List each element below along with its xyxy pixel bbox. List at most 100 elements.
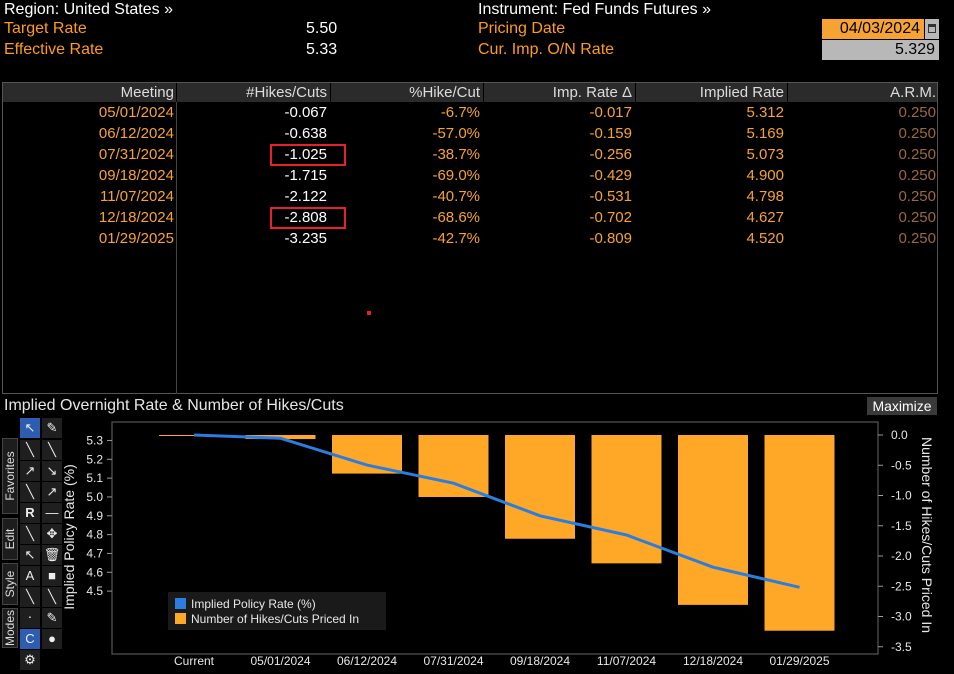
x-tick-label: 11/07/2024: [597, 654, 656, 668]
y-axis-right-label: Number of Hikes/Cuts Priced In: [919, 437, 935, 633]
text-style-icon[interactable]: A: [20, 566, 40, 586]
highlight-box: [270, 207, 346, 229]
y-right-tick-label: -1.0: [891, 489, 912, 503]
bar-hikes-cuts: [245, 435, 316, 440]
y-left-tick-label: 4.9: [86, 509, 103, 523]
trend-tool-icon[interactable]: ╲: [20, 482, 40, 502]
cell-implied-rate: 5.169: [746, 125, 784, 142]
x-tick-label: 09/18/2024: [510, 654, 570, 668]
maximize-button[interactable]: Maximize: [867, 397, 937, 415]
cell-meeting: 06/12/2024: [98, 125, 174, 142]
col-header-arm[interactable]: A.R.M.: [890, 84, 936, 101]
col-header-pct-hike-cut[interactable]: %Hike/Cut: [409, 84, 480, 101]
cell-meeting: 05/01/2024: [98, 104, 174, 121]
tab-edit[interactable]: Edit: [2, 518, 18, 560]
calendar-icon[interactable]: [925, 19, 939, 39]
cell-imp-rate-delta: -0.531: [589, 188, 632, 205]
bar-hikes-cuts: [591, 435, 662, 564]
y-left-tick-label: 4.8: [86, 528, 103, 542]
col-header-implied-rate[interactable]: Implied Rate: [699, 84, 784, 101]
cell-imp-rate-delta: -0.256: [589, 146, 632, 163]
cell-imp-rate-delta: -0.702: [589, 209, 632, 226]
cell-hikes-cuts: -3.235: [284, 230, 327, 247]
bar-hikes-cuts: [505, 435, 575, 539]
x-tick-label: 01/29/2025: [769, 654, 829, 668]
instrument-selector[interactable]: Instrument: Fed Funds Futures »: [478, 1, 711, 18]
extend-tool-icon[interactable]: ↗: [42, 482, 62, 502]
segment-tool-icon[interactable]: ╲: [42, 440, 62, 460]
bar-hikes-cuts: [418, 435, 489, 498]
y-right-tick-label: -1.5: [891, 519, 912, 533]
cell-hikes-cuts: -0.067: [284, 104, 327, 121]
horizontal-line-icon[interactable]: —: [42, 503, 62, 523]
eraser-icon[interactable]: ✎: [42, 608, 62, 628]
col-header-hikes-cuts[interactable]: #Hikes/Cuts: [246, 84, 327, 101]
cell-imp-rate-delta: -0.809: [589, 230, 632, 247]
legend-swatch-line: [175, 598, 186, 609]
effective-rate-label: Effective Rate: [4, 41, 104, 58]
y-right-tick-label: -2.0: [891, 549, 912, 563]
trash-icon[interactable]: 🗑: [42, 545, 62, 565]
cell-hikes-cuts: -1.025: [284, 146, 327, 163]
pen-icon[interactable]: ✎: [42, 418, 62, 438]
ray-tool-icon[interactable]: ↗: [20, 461, 40, 481]
line-tool-icon[interactable]: ╲: [20, 440, 40, 460]
line-color-icon[interactable]: ╲: [42, 587, 62, 607]
bar-hikes-cuts: [764, 435, 835, 631]
tab-favorites[interactable]: Favorites: [2, 438, 18, 514]
x-tick-label: 07/31/2024: [423, 654, 483, 668]
settings-gear-icon[interactable]: ⚙: [20, 650, 40, 670]
cell-arm: 0.250: [898, 188, 936, 205]
cell-arm: 0.250: [898, 230, 936, 247]
line-style-icon[interactable]: ╲: [20, 587, 40, 607]
select-move-icon[interactable]: ↖: [20, 545, 40, 565]
cell-meeting: 12/18/2024: [98, 209, 174, 226]
tab-style[interactable]: Style: [2, 563, 18, 605]
magnet-icon[interactable]: C: [20, 629, 40, 649]
chart-title: Implied Overnight Rate & Number of Hikes…: [4, 397, 344, 414]
y-left-tick-label: 5.2: [86, 452, 103, 466]
y-left-tick-label: 5.0: [86, 490, 103, 504]
cell-arm: 0.250: [898, 146, 936, 163]
bar-hikes-cuts: [332, 435, 402, 474]
cell-arm: 0.250: [898, 104, 936, 121]
y-right-tick-label: -3.5: [891, 640, 912, 654]
cur-imp-rate-value: 5.329: [822, 40, 939, 60]
cell-meeting: 01/29/2025: [98, 230, 174, 247]
y-left-tick-label: 4.6: [86, 565, 103, 579]
cell-pct-hike-cut: -68.6%: [432, 209, 480, 226]
pricing-date-field[interactable]: 04/03/2024: [822, 19, 924, 39]
target-rate-label: Target Rate: [4, 20, 87, 37]
region-selector[interactable]: Region: United States »: [4, 1, 173, 18]
y-axis-left-label: Implied Policy Rate (%): [61, 464, 77, 610]
cell-imp-rate-delta: -0.017: [589, 104, 632, 121]
move-icon[interactable]: ✥: [42, 524, 62, 544]
legend-label-bar: Number of Hikes/Cuts Priced In: [191, 612, 359, 626]
x-tick-label: 05/01/2024: [250, 654, 310, 668]
retracement-icon[interactable]: R: [20, 503, 40, 523]
bar-hikes-cuts: [678, 435, 748, 605]
cell-meeting: 11/07/2024: [100, 188, 174, 205]
cell-arm: 0.250: [898, 167, 936, 184]
cell-meeting: 07/31/2024: [98, 146, 174, 163]
cell-meeting: 09/18/2024: [98, 167, 174, 184]
cell-implied-rate: 5.073: [746, 146, 784, 163]
draw-line-icon[interactable]: ╲: [20, 524, 40, 544]
arrow-tool-icon[interactable]: ↘: [42, 461, 62, 481]
y-right-tick-label: 0.0: [891, 428, 908, 442]
palette-icon[interactable]: ●: [42, 629, 62, 649]
cell-imp-rate-delta: -0.429: [589, 167, 632, 184]
col-header-imp-rate-delta[interactable]: Imp. Rate Δ: [552, 84, 632, 101]
highlighter-icon[interactable]: ⋅: [20, 608, 40, 628]
cell-implied-rate: 4.798: [746, 188, 784, 205]
tab-modes[interactable]: Modes: [2, 608, 18, 648]
color-fill-icon[interactable]: ■: [42, 566, 62, 586]
cell-pct-hike-cut: -6.7%: [440, 104, 480, 121]
col-header-meeting[interactable]: Meeting: [120, 84, 174, 101]
y-right-tick-label: -2.5: [891, 579, 912, 593]
cell-pct-hike-cut: -38.7%: [432, 146, 480, 163]
cursor-icon[interactable]: ↖: [20, 418, 40, 438]
pricing-date-label: Pricing Date: [478, 20, 566, 37]
cell-pct-hike-cut: -69.0%: [432, 167, 480, 184]
cell-implied-rate: 4.900: [746, 167, 784, 184]
